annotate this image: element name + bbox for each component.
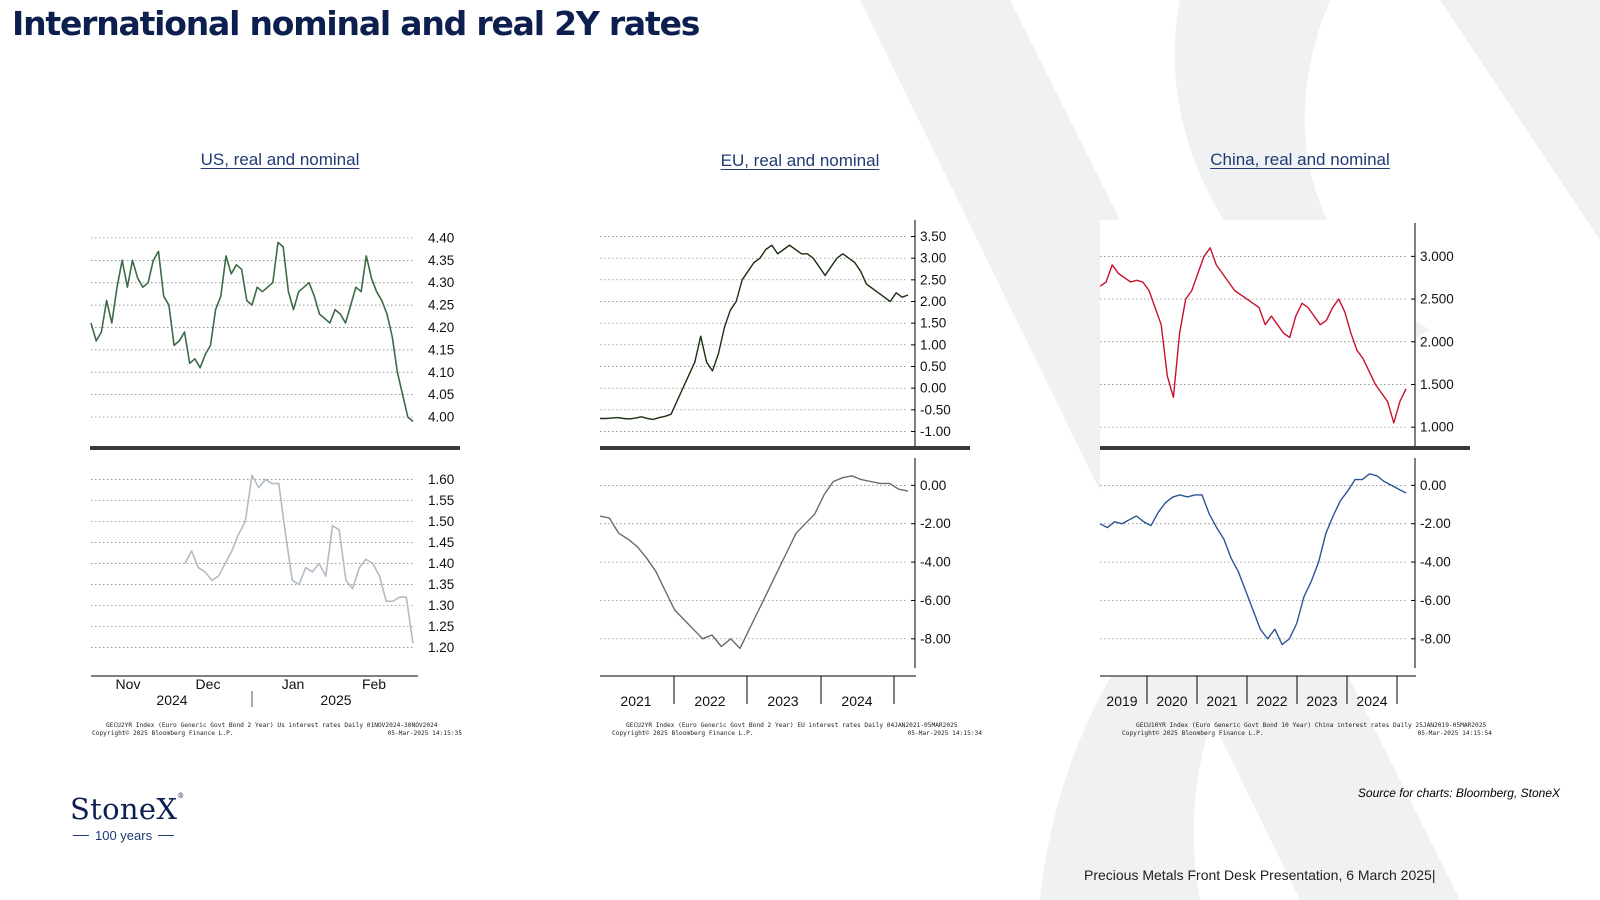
y-tick-label-top: 4.30: [428, 275, 454, 290]
y-tick-label-bottom: 1.35: [428, 577, 454, 592]
x-tick-label: 2021: [620, 693, 651, 709]
x-tick-label: 2022: [1256, 693, 1287, 709]
logo-dash-left: [73, 835, 89, 836]
series-line-real: [1100, 473, 1407, 646]
logo-tagline: 100 years: [95, 828, 153, 843]
y-tick-label-bottom: 1.40: [428, 556, 454, 571]
y-tick-label-bottom: 0.00: [920, 478, 946, 493]
y-tick-label-top: 4.05: [428, 387, 454, 402]
y-tick-label-bottom: 1.25: [428, 619, 454, 634]
caption-us-line1: GECU2YR Index (Euro Generic Govt Bond 2 …: [106, 722, 438, 729]
y-tick-label-bottom: 1.50: [428, 514, 454, 529]
source-note: Source for charts: Bloomberg, StoneX: [1357, 786, 1560, 800]
y-tick-label-bottom: -8.00: [920, 631, 951, 646]
x-tick-label: Jan: [282, 676, 305, 692]
series-line-real: [600, 475, 909, 650]
caption-eu-copyright: Copyright© 2025 Bloomberg Finance L.P.: [612, 730, 754, 737]
y-tick-label-top: 2.500: [1420, 292, 1454, 307]
y-tick-label-top: 3.000: [1420, 249, 1454, 264]
chart-title-us: US, real and nominal: [200, 150, 360, 169]
y-tick-label-bottom: -6.00: [920, 593, 951, 608]
y-tick-label-bottom: -4.00: [920, 555, 951, 570]
y-tick-label-top: 4.35: [428, 253, 454, 268]
y-tick-label-top: 3.00: [920, 251, 946, 266]
x-tick-label: 2024: [841, 693, 872, 709]
caption-us-timestamp: 05-Mar-2025 14:15:35: [387, 730, 462, 737]
y-tick-label-top: 1.50: [920, 316, 946, 331]
panel-separator: [90, 446, 460, 450]
chart-china: 3.000 2.500 2.000 1.500 1.000 0.00 -2.00 -4.00 -…: [1100, 220, 1470, 709]
y-tick-label-top: 0.50: [920, 359, 946, 374]
caption-us: GECU2YR Index (Euro Generic Govt Bond 2 …: [92, 722, 462, 738]
x-tick-label: 2024: [1356, 693, 1387, 709]
x-tick-label: 2022: [694, 693, 725, 709]
y-tick-label-bottom: 1.30: [428, 598, 454, 613]
x-tick-label: Nov: [116, 676, 141, 692]
caption-china-line1: GECU10YR Index (Euro Generic Govt Bond 1…: [1136, 722, 1487, 729]
chart-title-china: China, real and nominal: [1210, 150, 1390, 169]
y-tick-label-bottom: 1.20: [428, 640, 454, 655]
y-tick-label-top: 2.000: [1420, 334, 1454, 349]
series-line-real: [184, 474, 414, 644]
y-tick-label-top: 4.20: [428, 320, 454, 335]
y-tick-label-top: 4.40: [428, 230, 454, 245]
y-tick-label-top: 2.50: [920, 272, 946, 287]
stonex-logo: StoneX® 100 years: [70, 792, 210, 843]
chart-us: 4.40 4.35 4.30 4.25 4.20 4.15 4.10 4.05 4.00 1.60…: [90, 230, 460, 708]
y-tick-label-bottom: 1.45: [428, 535, 454, 550]
panel-separator: [600, 446, 970, 450]
y-tick-label-bottom: -8.00: [1420, 631, 1451, 646]
x-year-label: 2024: [156, 692, 187, 708]
caption-us-copyright: Copyright© 2025 Bloomberg Finance L.P.: [92, 730, 234, 737]
footer-text: Precious Metals Front Desk Presentation,…: [1084, 867, 1436, 883]
logo-name: StoneX: [70, 792, 178, 826]
y-tick-label-bottom: 0.00: [1420, 478, 1446, 493]
y-tick-label-bottom: -4.00: [1420, 555, 1451, 570]
y-tick-label-top: 2.00: [920, 294, 946, 309]
series-line-nominal: [1100, 247, 1407, 424]
x-tick-label: 2020: [1156, 693, 1187, 709]
caption-eu-timestamp: 05-Mar-2025 14:15:34: [907, 730, 982, 737]
y-tick-label-top: 4.25: [428, 298, 454, 313]
y-tick-label-top: 4.10: [428, 365, 454, 380]
panel-separator: [1100, 446, 1470, 450]
chart-title-eu: EU, real and nominal: [720, 151, 880, 170]
caption-china-timestamp: 05-Mar-2025 14:15:54: [1417, 730, 1492, 737]
x-tick-label: 2019: [1106, 693, 1137, 709]
y-tick-label-top: 1.00: [920, 337, 946, 352]
x-tick-label: 2021: [1206, 693, 1237, 709]
y-tick-label-top: 3.50: [920, 229, 946, 244]
caption-eu-line1: GECU2YR Index (Euro Generic Govt Bond 2 …: [626, 722, 958, 729]
series-line-nominal: [90, 241, 414, 423]
y-tick-label-bottom: -6.00: [1420, 593, 1451, 608]
y-tick-label-bottom: 1.60: [428, 472, 454, 487]
logo-dash-right: [158, 835, 175, 836]
y-tick-label-top: 4.15: [428, 342, 454, 357]
caption-china: GECU10YR Index (Euro Generic Govt Bond 1…: [1122, 722, 1492, 738]
page-title: International nominal and real 2Y rates: [12, 4, 700, 43]
x-tick-label: 2023: [1306, 693, 1337, 709]
y-tick-label-top: 1.000: [1420, 420, 1454, 435]
y-tick-label-bottom: 1.55: [428, 493, 454, 508]
series-line-nominal: [600, 244, 909, 421]
y-tick-label-top: 4.00: [428, 410, 454, 425]
y-tick-label-top: 0.00: [920, 381, 946, 396]
chart-eu: 3.50 3.00 2.50 2.00 1.50 1.00 0.50 0.00 -0.50 -1.…: [600, 220, 970, 709]
logo-trademark: ®: [177, 792, 185, 800]
caption-eu: GECU2YR Index (Euro Generic Govt Bond 2 …: [612, 722, 982, 738]
y-tick-label-bottom: -2.00: [1420, 516, 1451, 531]
y-tick-label-top: -1.00: [920, 424, 951, 439]
y-tick-label-bottom: -2.00: [920, 516, 951, 531]
x-year-label: 2025: [320, 692, 351, 708]
x-tick-label: Feb: [362, 676, 386, 692]
y-tick-label-top: 1.500: [1420, 377, 1454, 392]
caption-china-copyright: Copyright© 2025 Bloomberg Finance L.P.: [1122, 730, 1264, 737]
x-tick-label: 2023: [767, 693, 798, 709]
y-tick-label-top: -0.50: [920, 402, 951, 417]
x-tick-label: Dec: [196, 676, 221, 692]
